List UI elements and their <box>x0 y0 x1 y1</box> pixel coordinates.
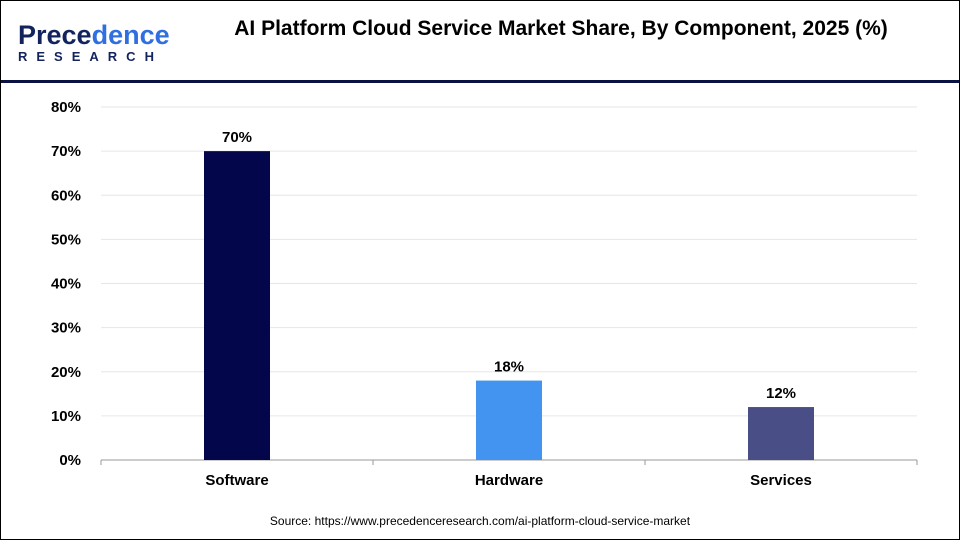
data-label: 70% <box>222 129 252 146</box>
precedence-research-logo: Precedence RESEARCH <box>18 20 170 65</box>
bar-software <box>204 151 270 460</box>
y-tick-label: 10% <box>51 408 81 425</box>
y-tick-label: 30% <box>51 320 81 337</box>
source-text: Source: https://www.precedenceresearch.c… <box>269 514 691 528</box>
bar-hardware <box>476 380 542 460</box>
bar-services <box>748 407 814 460</box>
y-tick-label: 20% <box>51 364 81 381</box>
chart-title: AI Platform Cloud Service Market Share, … <box>234 17 888 40</box>
header: Precedence RESEARCH AI Platform Cloud Se… <box>1 1 959 83</box>
x-tick-label: Services <box>750 472 812 489</box>
y-tick-label: 0% <box>59 452 81 469</box>
y-tick-label: 70% <box>51 143 81 160</box>
y-tick-label: 80% <box>51 99 81 116</box>
y-tick-label: 50% <box>51 231 81 248</box>
x-tick-label: Hardware <box>475 472 543 489</box>
x-tick-label: Software <box>205 472 268 489</box>
data-label: 12% <box>766 385 796 402</box>
y-tick-label: 60% <box>51 187 81 204</box>
y-tick-label: 40% <box>51 276 81 293</box>
data-label: 18% <box>494 359 524 376</box>
